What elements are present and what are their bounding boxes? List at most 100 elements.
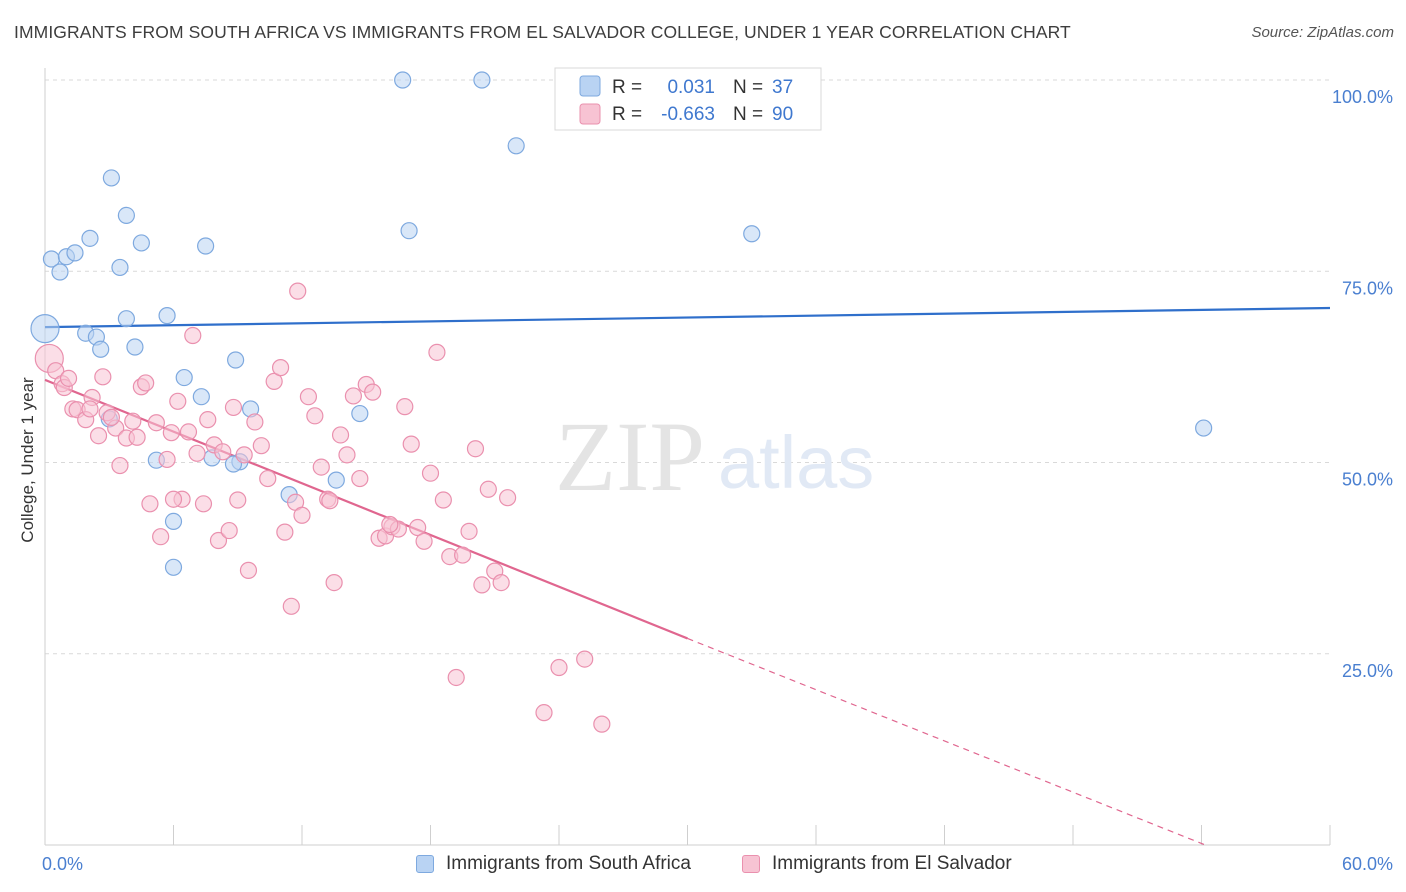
data-point-el-salvador <box>188 444 206 462</box>
data-point-el-salvador <box>246 413 264 431</box>
y-tick-label: 100.0% <box>1332 87 1393 107</box>
legend-swatch-el-salvador[interactable] <box>742 855 760 873</box>
data-point-el-salvador <box>124 412 142 430</box>
tick-labels: 100.0% 75.0% 50.0% 25.0% 0.0% 60.0% <box>42 87 1393 874</box>
watermark: ZIP atlas <box>555 401 874 512</box>
data-point-el-salvador <box>321 492 339 510</box>
x-tick-label: 0.0% <box>42 854 83 874</box>
chart-source: Source: ZipAtlas.com <box>1251 24 1394 41</box>
trend-line-extension <box>687 637 1206 846</box>
data-point-el-salvador <box>220 521 238 540</box>
axes <box>44 68 1331 846</box>
data-point-south-africa <box>197 237 215 255</box>
data-point-el-salvador <box>299 388 318 406</box>
data-point-south-africa <box>400 222 418 240</box>
data-point-el-salvador <box>293 506 311 524</box>
data-point-south-africa <box>51 263 69 281</box>
data-point-el-salvador <box>224 398 243 417</box>
data-point-el-salvador <box>306 407 324 425</box>
data-point-el-salvador <box>351 469 369 488</box>
data-point-el-salvador <box>137 374 155 392</box>
data-point-south-africa <box>507 137 525 155</box>
data-point-el-salvador <box>402 435 420 453</box>
data-point-el-salvador <box>59 369 78 387</box>
watermark-atlas: atlas <box>718 421 874 504</box>
data-point-el-salvador <box>473 576 491 594</box>
data-point-south-africa <box>81 229 99 247</box>
data-point-south-africa <box>743 225 761 243</box>
data-point-el-salvador <box>289 282 307 300</box>
data-point-south-africa <box>192 388 210 406</box>
data-point-south-africa <box>132 234 150 252</box>
legend-label-south-africa[interactable]: Immigrants from South Africa <box>446 853 691 874</box>
data-point-el-salvador <box>239 561 258 579</box>
stats-legend-n-label: N = <box>733 77 763 98</box>
stats-legend-r-label: R = <box>612 77 642 98</box>
legend-label-el-salvador[interactable]: Immigrants from El Salvador <box>772 853 1012 874</box>
data-point-el-salvador <box>550 658 568 677</box>
data-point-south-africa <box>30 314 60 344</box>
data-point-el-salvador <box>479 480 497 498</box>
data-point-el-salvador <box>576 650 594 668</box>
data-point-el-salvador <box>325 574 343 592</box>
data-point-el-salvador <box>81 400 99 418</box>
data-point-south-africa <box>117 310 135 328</box>
stats-legend: R = 0.031 N = 37 R = -0.663 N = 90 <box>554 67 822 131</box>
data-point-el-salvador <box>364 383 382 401</box>
data-point-south-africa <box>175 368 193 387</box>
data-point-south-africa <box>158 307 176 325</box>
data-point-south-africa <box>227 351 245 369</box>
y-tick-label: 25.0% <box>1342 661 1393 681</box>
data-point-el-salvador <box>447 668 465 687</box>
data-point-el-salvador <box>434 491 452 509</box>
legend-swatch-south-africa[interactable] <box>416 855 434 873</box>
data-point-el-salvador <box>94 368 112 386</box>
data-point-south-africa <box>1195 419 1213 437</box>
data-point-el-salvador <box>162 424 180 442</box>
data-point-el-salvador <box>381 515 399 534</box>
data-point-el-salvador <box>128 428 146 446</box>
data-point-south-africa <box>164 512 183 531</box>
data-point-el-salvador <box>499 489 517 507</box>
data-point-el-salvador <box>252 437 270 455</box>
data-point-el-salvador <box>265 372 283 391</box>
data-point-el-salvador <box>271 359 290 377</box>
data-point-south-africa <box>111 258 129 277</box>
data-point-el-salvador <box>184 326 202 345</box>
data-point-south-africa <box>117 206 135 225</box>
y-tick-label: 50.0% <box>1342 470 1393 490</box>
data-point-south-africa <box>92 340 110 358</box>
data-point-south-africa <box>164 558 183 576</box>
data-point-el-salvador <box>535 704 553 722</box>
stats-legend-r-value: 0.031 <box>667 77 715 98</box>
data-point-south-africa <box>351 404 369 423</box>
stats-legend-n-label: N = <box>733 104 763 125</box>
stats-legend-n-value: 90 <box>772 104 793 125</box>
data-point-el-salvador <box>466 440 485 458</box>
y-axis-label: College, Under 1 year <box>18 377 37 543</box>
data-point-south-africa <box>66 244 84 262</box>
data-point-el-salvador <box>147 414 165 432</box>
watermark-zip: ZIP <box>555 401 705 512</box>
data-points <box>30 71 1213 733</box>
x-tick-label: 60.0% <box>1342 854 1393 874</box>
data-point-el-salvador <box>229 491 247 509</box>
data-point-el-salvador <box>89 427 108 445</box>
data-point-south-africa <box>394 71 412 89</box>
data-point-el-salvador <box>338 446 356 464</box>
y-tick-label: 75.0% <box>1342 278 1393 298</box>
data-point-el-salvador <box>164 490 183 508</box>
data-point-el-salvador <box>282 597 300 615</box>
data-point-el-salvador <box>454 546 472 564</box>
data-point-el-salvador <box>194 495 213 513</box>
data-point-el-salvador <box>158 450 176 469</box>
stats-legend-swatch-blue <box>579 75 601 97</box>
stats-legend-r-value: -0.663 <box>661 104 715 125</box>
data-point-el-salvador <box>344 387 362 405</box>
stats-legend-swatch-pink <box>579 103 601 125</box>
data-point-el-salvador <box>141 495 159 513</box>
data-point-el-salvador <box>396 398 414 416</box>
data-point-el-salvador <box>111 456 129 475</box>
data-point-el-salvador <box>460 522 478 540</box>
data-point-south-africa <box>327 471 345 489</box>
